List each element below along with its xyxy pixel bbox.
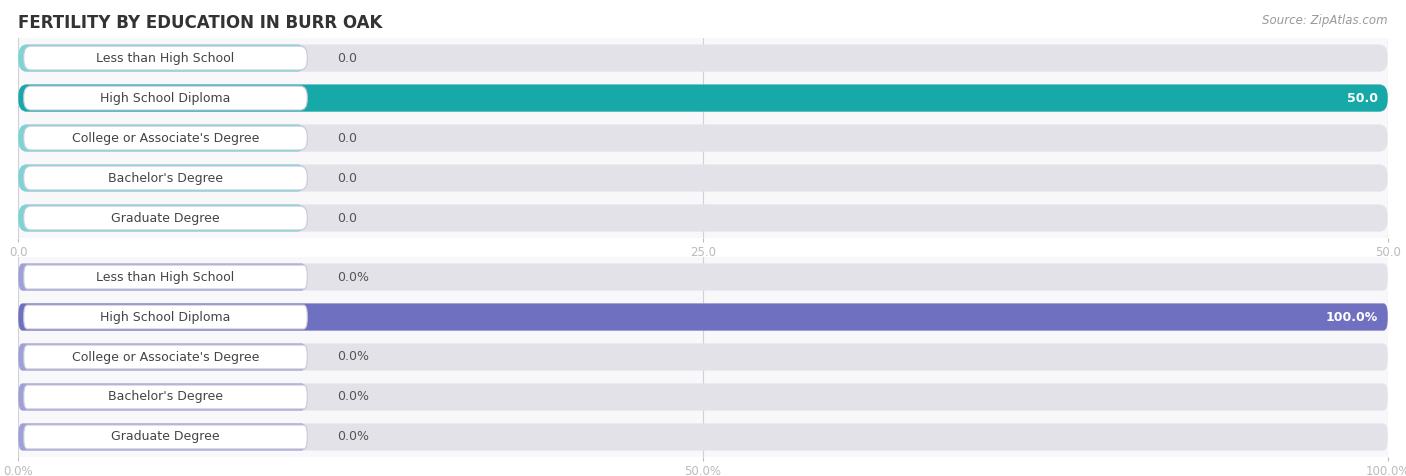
- FancyBboxPatch shape: [24, 385, 308, 409]
- FancyBboxPatch shape: [18, 343, 307, 371]
- FancyBboxPatch shape: [18, 84, 1388, 112]
- Text: College or Associate's Degree: College or Associate's Degree: [72, 131, 259, 145]
- Text: Graduate Degree: Graduate Degree: [111, 211, 219, 225]
- FancyBboxPatch shape: [24, 126, 308, 150]
- Text: 50.0: 50.0: [1347, 91, 1378, 105]
- FancyBboxPatch shape: [18, 303, 1388, 331]
- FancyBboxPatch shape: [18, 263, 307, 291]
- FancyBboxPatch shape: [24, 86, 308, 110]
- Text: Bachelor's Degree: Bachelor's Degree: [108, 171, 224, 185]
- FancyBboxPatch shape: [18, 204, 1388, 232]
- FancyBboxPatch shape: [18, 44, 1388, 72]
- FancyBboxPatch shape: [24, 265, 308, 289]
- Text: 0.0: 0.0: [337, 171, 357, 185]
- Text: 0.0: 0.0: [337, 131, 357, 145]
- FancyBboxPatch shape: [18, 263, 1388, 291]
- Text: 0.0%: 0.0%: [337, 270, 370, 284]
- FancyBboxPatch shape: [24, 46, 308, 70]
- Text: FERTILITY BY EDUCATION IN BURR OAK: FERTILITY BY EDUCATION IN BURR OAK: [18, 14, 382, 32]
- Text: Source: ZipAtlas.com: Source: ZipAtlas.com: [1263, 14, 1388, 27]
- FancyBboxPatch shape: [24, 305, 308, 329]
- Text: 0.0%: 0.0%: [337, 350, 370, 364]
- FancyBboxPatch shape: [18, 343, 1388, 371]
- Text: Graduate Degree: Graduate Degree: [111, 430, 219, 444]
- Text: 0.0: 0.0: [337, 211, 357, 225]
- FancyBboxPatch shape: [24, 425, 308, 449]
- Text: 100.0%: 100.0%: [1326, 310, 1378, 324]
- FancyBboxPatch shape: [18, 124, 307, 152]
- FancyBboxPatch shape: [18, 164, 307, 192]
- FancyBboxPatch shape: [18, 84, 1388, 112]
- Text: 0.0: 0.0: [337, 51, 357, 65]
- Text: High School Diploma: High School Diploma: [100, 310, 231, 324]
- FancyBboxPatch shape: [18, 204, 307, 232]
- FancyBboxPatch shape: [18, 423, 307, 451]
- FancyBboxPatch shape: [18, 124, 1388, 152]
- Text: Less than High School: Less than High School: [97, 51, 235, 65]
- FancyBboxPatch shape: [18, 423, 1388, 451]
- Text: College or Associate's Degree: College or Associate's Degree: [72, 350, 259, 364]
- FancyBboxPatch shape: [18, 44, 307, 72]
- Text: Less than High School: Less than High School: [97, 270, 235, 284]
- FancyBboxPatch shape: [24, 345, 308, 369]
- FancyBboxPatch shape: [18, 383, 1388, 411]
- FancyBboxPatch shape: [24, 206, 308, 230]
- FancyBboxPatch shape: [18, 383, 307, 411]
- Text: High School Diploma: High School Diploma: [100, 91, 231, 105]
- Text: 0.0%: 0.0%: [337, 390, 370, 404]
- FancyBboxPatch shape: [24, 166, 308, 190]
- Text: Bachelor's Degree: Bachelor's Degree: [108, 390, 224, 404]
- FancyBboxPatch shape: [18, 164, 1388, 192]
- FancyBboxPatch shape: [18, 303, 1388, 331]
- Text: 0.0%: 0.0%: [337, 430, 370, 444]
